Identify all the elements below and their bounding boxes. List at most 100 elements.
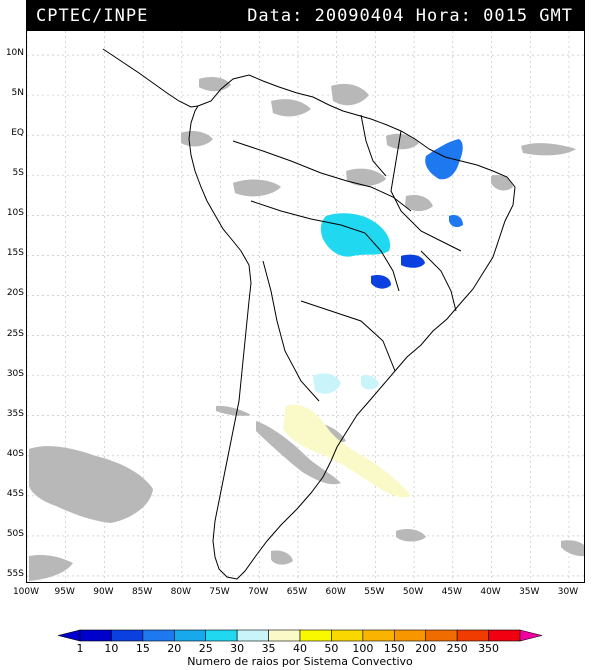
longitude-label: 30W [557,587,579,597]
colorbar-cell [299,629,332,642]
title-bar: CPTEC/INPE Data: 20090404 Hora: 0015 GMT [26,0,585,30]
cloud-patch [29,554,73,581]
colorbar-end-arrow [519,629,543,642]
institution-label: CPTEC/INPE [36,6,149,26]
colorbar-label: 25 [198,642,213,655]
colorbar-label: 40 [293,642,307,655]
longitude-label: 65W [286,587,308,597]
longitude-label: 45W [441,587,462,597]
map-frame [26,30,585,583]
system-pale-cyan [361,375,379,390]
colorbar-cell [425,629,458,642]
colorbar-label: 20 [167,642,182,655]
colorbar-label: 50 [324,642,339,655]
cloud-patch [561,540,584,557]
colorbar-cell [393,629,427,642]
latitude-label: 15S [6,248,24,259]
longitude-label: 35W [519,587,540,597]
cloud-patch [216,405,251,416]
longitude-label: 85W [131,587,153,597]
colorbar-label: 30 [230,642,245,655]
cloud-patch [233,179,281,197]
cloud-patch [346,168,386,187]
longitude-label: 75W [209,587,230,597]
cloud-patch [271,550,293,565]
country-border [250,200,400,292]
country-border [390,130,462,252]
country-border [300,300,396,372]
colorbar-cell [456,629,489,642]
system-blue [425,139,463,180]
latitude-label: 25S [6,328,24,339]
coastlines [102,48,516,580]
latitude-label: 10N [5,48,24,59]
cloud-patch [271,99,311,117]
colorbar [57,629,543,642]
date-time-label: Data: 20090404 Hora: 0015 GMT [247,6,573,26]
longitude-label: 100W [12,587,40,597]
colorbar-cell [236,629,269,642]
longitude-label: 50W [402,587,424,597]
colorbar-label: 1 [76,642,84,655]
colorbar-label: 350 [478,642,500,655]
colorbar-cell [111,629,144,642]
colorbar-label: 150 [383,642,405,655]
central-america-coastline [102,48,199,108]
colorbar-label: 10 [104,642,119,655]
colorbar-cell [173,629,207,642]
longitude-label: 40W [480,587,501,597]
colorbar-cell [362,629,395,642]
cloud-patch [386,133,419,150]
colorbar-start-arrow [57,629,81,642]
latitude-label: 10S [6,208,24,219]
cloud-cover [29,77,584,581]
system-dark-blue [371,275,391,289]
cloud-patch [29,446,153,523]
cloud-patch [405,195,433,212]
system-pale-yellow [283,404,411,498]
system-blue [449,215,463,228]
colorbar-cell [79,629,112,642]
lightning-systems [283,139,463,498]
colorbar-cell [268,629,301,642]
cloud-patch [331,83,369,106]
latitude-label: 55S [6,568,24,579]
cloud-patch [521,143,576,156]
longitude-label: 60W [325,587,346,597]
latitude-label: 5S [12,168,24,179]
lat-lon-grid [27,31,584,582]
cloud-patch [256,421,341,485]
latitude-label: 45S [6,488,24,499]
colorbar-cell [142,629,175,642]
south-america-coastline [188,74,516,580]
country-border [232,140,412,212]
colorbar-label: 35 [261,642,276,655]
system-pale-cyan [313,373,341,394]
cloud-patch [491,175,513,191]
country-border [262,260,320,402]
colorbar-cell [488,629,521,642]
colorbar-label: 15 [135,642,150,655]
colorbar-caption: Numero de raios por Sistema Convectivo [187,655,413,668]
country-border [420,250,457,312]
cloud-patch [181,131,213,147]
colorbar-cell [331,629,364,642]
longitude-label: 95W [54,587,75,597]
latitude-label: EQ [11,128,24,139]
longitude-label: 90W [93,587,114,597]
latitude-label: 50S [6,528,24,539]
map-canvas [27,31,584,582]
latitude-label: 35S [6,408,24,419]
latitude-label: 40S [6,448,24,459]
longitude-label: 80W [170,587,192,597]
latitude-label: 30S [6,368,24,379]
cloud-patch [396,529,426,542]
system-dark-blue [401,254,425,268]
colorbar-label: 250 [446,642,468,655]
colorbar-label: 200 [415,642,437,655]
colorbar-label: 100 [352,642,374,655]
latitude-label: 20S [6,288,24,299]
longitude-label: 70W [248,587,269,597]
country-border [360,114,387,177]
